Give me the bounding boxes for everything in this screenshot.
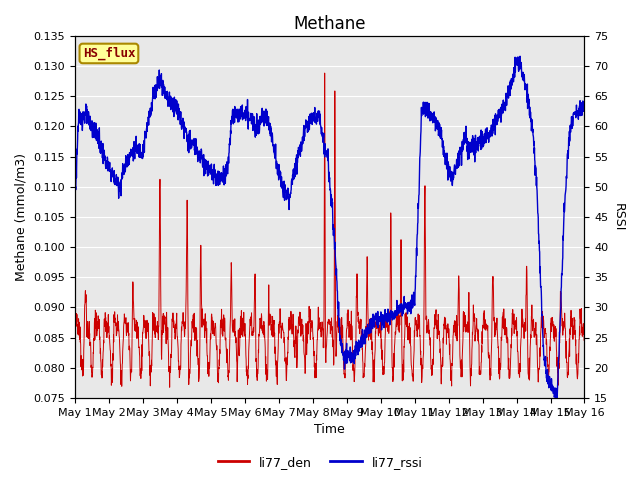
Y-axis label: RSSI: RSSI <box>612 203 625 231</box>
Legend: li77_den, li77_rssi: li77_den, li77_rssi <box>212 451 428 474</box>
Text: HS_flux: HS_flux <box>83 47 135 60</box>
X-axis label: Time: Time <box>314 423 345 436</box>
Title: Methane: Methane <box>294 15 366 33</box>
Y-axis label: Methane (mmol/m3): Methane (mmol/m3) <box>15 153 28 281</box>
